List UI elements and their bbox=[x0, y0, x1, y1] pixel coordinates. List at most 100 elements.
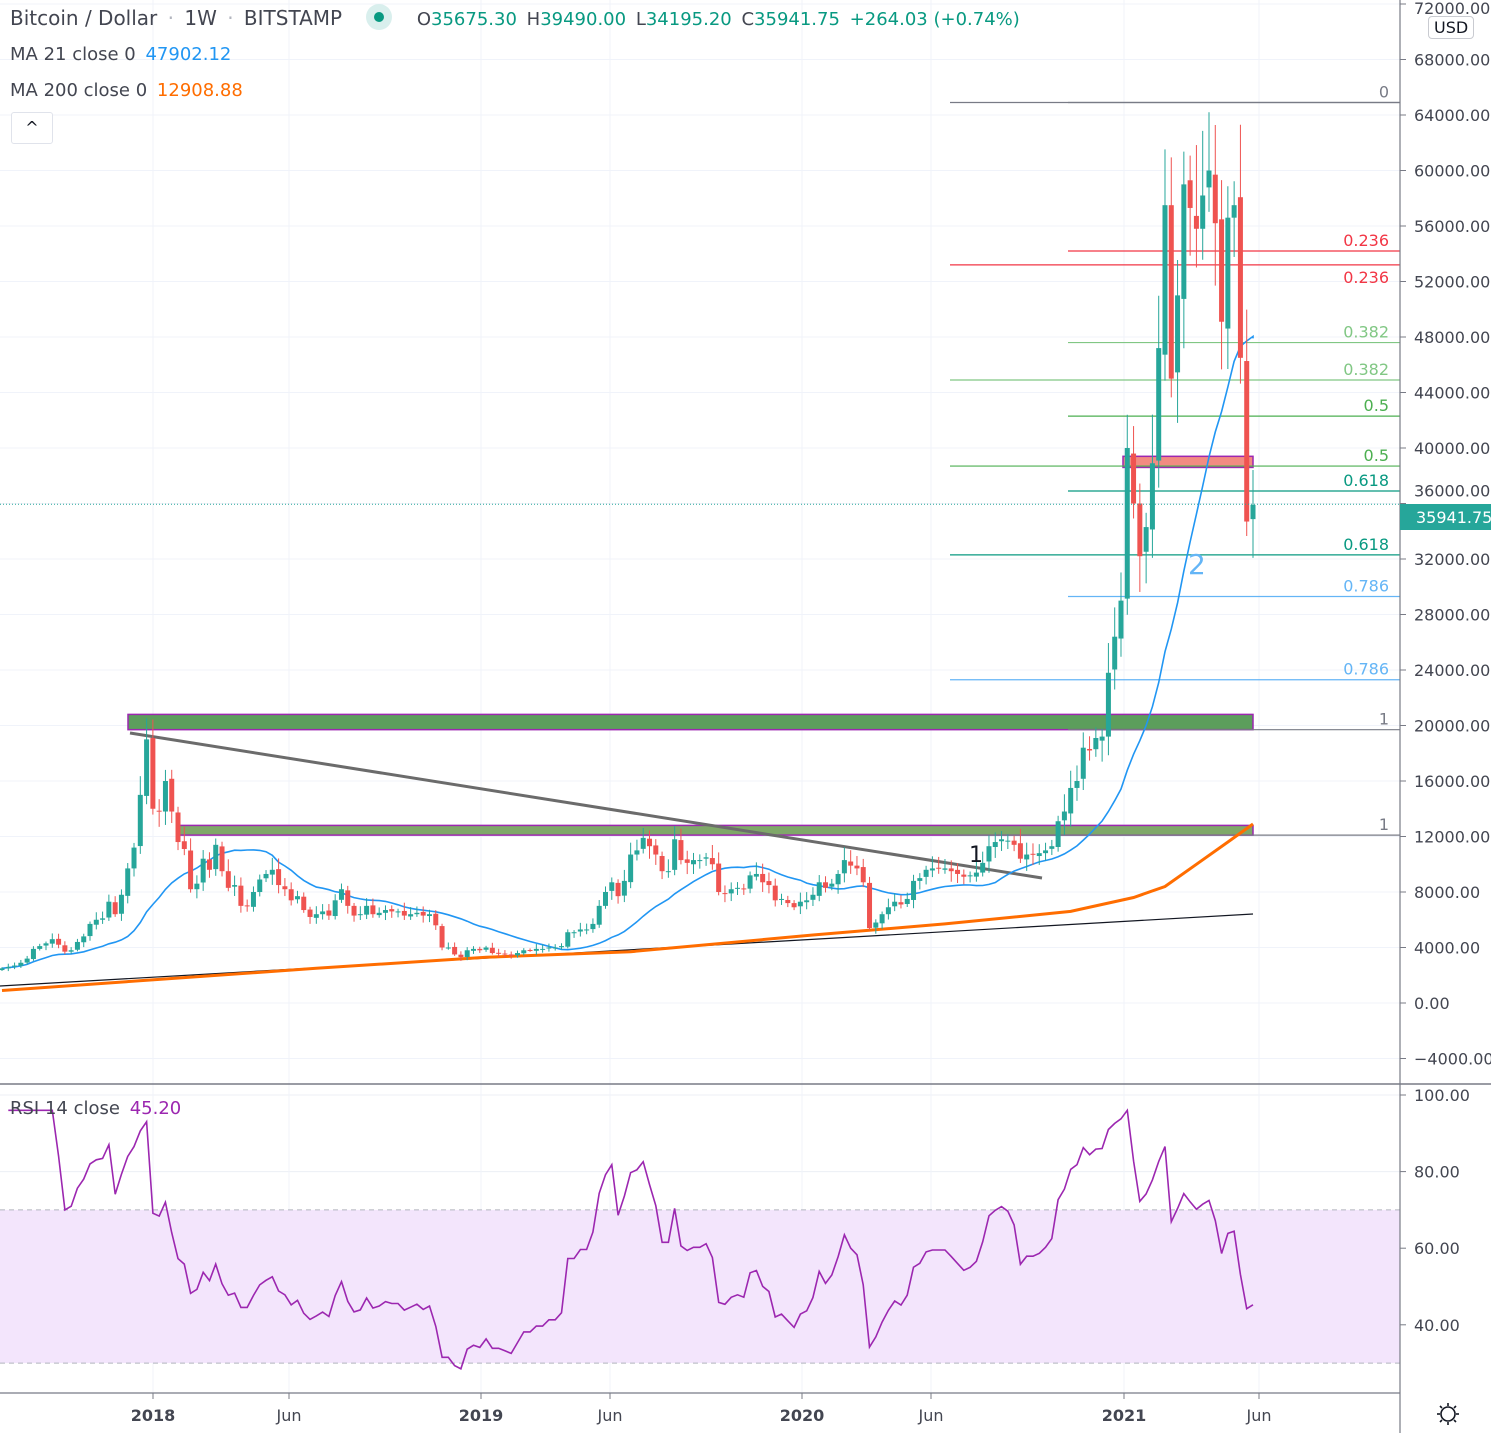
fib-label: 0.382 bbox=[1343, 323, 1389, 342]
candle-body bbox=[439, 926, 445, 948]
candle bbox=[948, 860, 954, 882]
candle-body bbox=[1149, 463, 1155, 530]
candle-body bbox=[276, 869, 282, 886]
candle bbox=[1011, 835, 1017, 852]
candle bbox=[12, 962, 18, 970]
candle bbox=[301, 892, 307, 913]
candle bbox=[703, 852, 709, 866]
candle-body bbox=[483, 947, 489, 950]
candle bbox=[584, 923, 590, 935]
currency-button[interactable]: USD bbox=[1428, 16, 1475, 39]
candle bbox=[1093, 727, 1099, 757]
candle bbox=[841, 847, 847, 883]
candle bbox=[521, 948, 527, 956]
candle bbox=[420, 906, 426, 923]
annotation-1[interactable]: 1 bbox=[969, 843, 983, 868]
candle-body bbox=[112, 902, 118, 915]
price-tick-label: 8000.00 bbox=[1414, 883, 1480, 902]
candle-body bbox=[1137, 503, 1143, 557]
time-axis[interactable]: 2018 Jun 2019 Jun 2020 Jun 2021 Jun bbox=[131, 1393, 1272, 1425]
candle bbox=[1200, 130, 1206, 260]
candle-body bbox=[1206, 170, 1212, 188]
candle-body bbox=[326, 910, 332, 916]
candle bbox=[1099, 728, 1105, 762]
candle-body bbox=[1225, 217, 1231, 329]
price-axis[interactable]: 72000.00 68000.00 64000.00 60000.00 56000.00… bbox=[1400, 0, 1491, 1069]
candle bbox=[1030, 843, 1036, 865]
fib-label: 0.5 bbox=[1364, 446, 1389, 465]
candle bbox=[162, 769, 168, 825]
candle bbox=[307, 906, 313, 924]
candle bbox=[37, 943, 43, 951]
trendline-resistance[interactable] bbox=[129, 731, 1043, 880]
candle bbox=[716, 852, 722, 896]
candle-body bbox=[628, 854, 634, 883]
candle bbox=[313, 906, 319, 924]
ma21-legend[interactable]: MA 21 close 0 47902.12 bbox=[10, 44, 235, 65]
ohlc-values: O35675.30 H39490.00 L34195.20 C35941.75 … bbox=[416, 9, 1020, 30]
candle-body bbox=[514, 953, 520, 956]
candle-body bbox=[401, 910, 407, 916]
time-tick-label: 2018 bbox=[131, 1406, 176, 1425]
candle-body bbox=[1099, 736, 1105, 741]
candle-body bbox=[533, 948, 539, 951]
candle-body bbox=[49, 939, 55, 944]
price-tick-label: 24000.00 bbox=[1414, 661, 1490, 680]
time-tick-label: 2021 bbox=[1102, 1406, 1147, 1425]
candle bbox=[684, 850, 690, 875]
candle bbox=[735, 882, 741, 895]
candle bbox=[0, 967, 5, 972]
settings-gear-icon[interactable] bbox=[1437, 1403, 1459, 1425]
candle bbox=[232, 875, 238, 896]
candle bbox=[345, 885, 351, 914]
candle-body bbox=[382, 910, 388, 913]
candle-body bbox=[332, 900, 338, 917]
candle-body bbox=[640, 837, 646, 849]
candle-body bbox=[911, 880, 917, 900]
candle bbox=[1244, 309, 1250, 536]
trendline-support[interactable] bbox=[0, 913, 1254, 987]
candle bbox=[816, 875, 822, 902]
candle bbox=[753, 862, 759, 881]
candle-body bbox=[1074, 781, 1080, 788]
candle-body bbox=[980, 862, 986, 873]
fib-label: 0.618 bbox=[1343, 535, 1389, 554]
candle-body bbox=[87, 923, 93, 937]
candle bbox=[558, 943, 564, 950]
candle-body bbox=[735, 887, 741, 889]
symbol-legend[interactable]: Bitcoin / Dollar · 1W · BITSTAMP O35675.… bbox=[10, 3, 1028, 33]
candle bbox=[1005, 834, 1011, 850]
market-status-icon[interactable] bbox=[366, 3, 393, 30]
candle-body bbox=[1193, 215, 1199, 229]
fib-label: 1 bbox=[1379, 815, 1389, 834]
rsi-tick-label: 80.00 bbox=[1414, 1163, 1460, 1182]
rsi-axis[interactable]: 100.00 80.00 60.00 40.00 bbox=[1400, 1086, 1470, 1335]
candle bbox=[338, 883, 344, 903]
ma21-value: 47902.12 bbox=[145, 44, 232, 65]
candle-body bbox=[716, 863, 722, 892]
candle-body bbox=[1036, 853, 1042, 857]
separator: · bbox=[167, 6, 174, 30]
time-tick-label: 2019 bbox=[459, 1406, 504, 1425]
candle-body bbox=[904, 898, 910, 904]
ma200-legend[interactable]: MA 200 close 0 12908.88 bbox=[10, 80, 247, 101]
candle bbox=[508, 951, 514, 959]
candle bbox=[647, 830, 653, 859]
candle bbox=[986, 835, 992, 873]
candle bbox=[181, 826, 187, 856]
candle bbox=[18, 959, 24, 968]
candle-body bbox=[452, 946, 458, 955]
annotation-2[interactable]: 2 bbox=[1188, 548, 1206, 581]
candle-body bbox=[169, 778, 175, 812]
rsi-legend[interactable]: RSI 14 close 45.20 bbox=[10, 1098, 185, 1119]
candle bbox=[56, 933, 62, 949]
ma200-line bbox=[1, 822, 1254, 992]
candle bbox=[489, 942, 495, 955]
candle-body bbox=[508, 954, 514, 956]
candle bbox=[917, 873, 923, 890]
time-tick-label: Jun bbox=[597, 1406, 623, 1425]
collapse-legend-button[interactable]: ^ bbox=[11, 112, 53, 144]
candle bbox=[288, 882, 294, 906]
candle-body bbox=[992, 842, 998, 847]
